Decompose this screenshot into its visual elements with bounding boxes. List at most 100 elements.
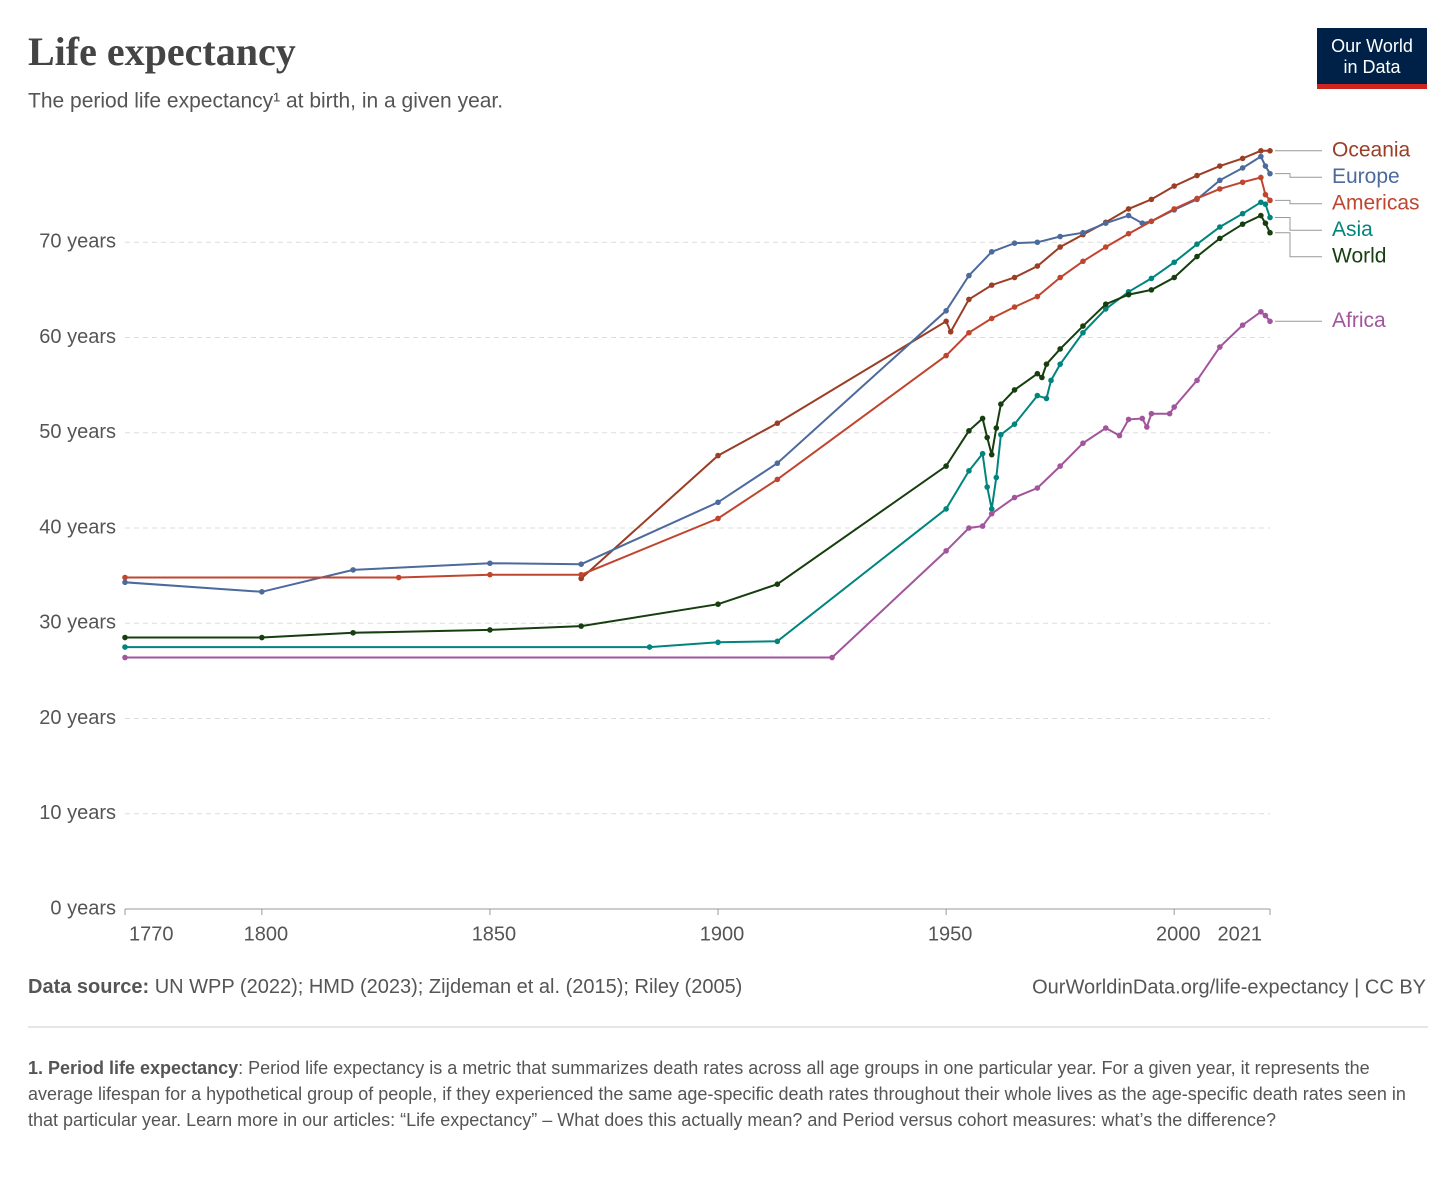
- data-point: [979, 450, 986, 457]
- data-point: [1217, 235, 1223, 242]
- data-point: [1102, 244, 1109, 250]
- data-point: [646, 644, 653, 650]
- data-point: [1048, 377, 1054, 384]
- data-point: [988, 282, 995, 288]
- legend-connector: [1275, 232, 1322, 258]
- source: Data source: UN WPP (2022); HMD (2023); …: [28, 976, 742, 998]
- data-point: [122, 654, 128, 661]
- data-point: [1034, 370, 1041, 377]
- data-point: [1034, 485, 1041, 491]
- data-point: [943, 463, 949, 469]
- data-point: [1057, 346, 1063, 352]
- legend-connector: [1275, 199, 1322, 205]
- data-point: [715, 639, 721, 646]
- data-point: [1148, 218, 1155, 225]
- data-point: [1171, 404, 1178, 410]
- series-line: [125, 201, 1271, 649]
- data-point: [1034, 293, 1041, 300]
- data-point: [1102, 301, 1109, 307]
- data-point: [1239, 155, 1246, 162]
- chart-subtitle: The period life expectancy¹ at birth, in…: [28, 90, 503, 113]
- data-point: [943, 548, 949, 554]
- data-point: [1139, 415, 1146, 422]
- legend-label: Africa: [1332, 309, 1386, 332]
- data-point: [487, 627, 493, 633]
- data-point: [1239, 322, 1246, 328]
- data-point: [1057, 233, 1063, 240]
- data-point: [715, 515, 721, 522]
- series-line: [580, 149, 1270, 580]
- data-point: [1262, 201, 1269, 207]
- data-point: [979, 415, 986, 422]
- x-tick-label: 2021: [1218, 923, 1263, 945]
- data-point: [1262, 191, 1269, 198]
- data-point: [1258, 174, 1264, 181]
- x-tick-label: 1950: [928, 923, 973, 945]
- data-point: [1258, 199, 1264, 206]
- data-point: [1125, 291, 1132, 298]
- data-point: [1194, 253, 1200, 260]
- data-point: [774, 420, 781, 427]
- data-point: [1102, 306, 1109, 312]
- source-label: Data source:: [28, 976, 149, 998]
- data-point: [350, 629, 356, 636]
- legend-label: World: [1332, 244, 1386, 267]
- data-point: [774, 460, 781, 467]
- data-point: [998, 401, 1004, 407]
- data-point: [1267, 170, 1273, 177]
- data-point: [988, 506, 995, 512]
- chart: Life expectancy The period life expectan…: [28, 28, 1428, 1028]
- data-point: [1057, 274, 1063, 281]
- legend-connector: [1275, 173, 1322, 178]
- logo-text: in Data: [1343, 57, 1401, 77]
- data-point: [1148, 196, 1155, 203]
- data-point: [774, 476, 781, 483]
- data-point: [1080, 329, 1086, 336]
- data-point: [1011, 421, 1018, 427]
- data-point: [1057, 463, 1063, 469]
- data-point: [979, 523, 986, 529]
- data-point: [947, 328, 954, 335]
- data-point: [1125, 206, 1132, 212]
- data-point: [966, 468, 972, 474]
- data-point: [487, 560, 493, 567]
- data-point: [1217, 177, 1223, 184]
- legend-connector: [1275, 216, 1322, 231]
- data-point: [1080, 229, 1086, 236]
- y-tick-label: 40 years: [39, 516, 116, 538]
- x-tick-label: 1770: [129, 923, 174, 945]
- data-point: [984, 484, 990, 490]
- data-point: [943, 308, 949, 314]
- legend-label: Oceania: [1332, 138, 1411, 161]
- x-tick-label: 2000: [1156, 923, 1201, 945]
- data-point: [1267, 214, 1273, 221]
- data-point: [1217, 163, 1223, 169]
- data-point: [1194, 241, 1200, 247]
- data-point: [1034, 263, 1041, 269]
- data-point: [578, 571, 584, 578]
- data-point: [1057, 244, 1063, 250]
- data-point: [1148, 410, 1155, 417]
- data-point: [1171, 206, 1178, 212]
- data-point: [1194, 172, 1200, 179]
- legend-label: Asia: [1332, 218, 1373, 241]
- data-point: [122, 574, 128, 581]
- data-point: [1148, 287, 1155, 293]
- legend-label: Europe: [1332, 165, 1400, 188]
- series-line: [125, 214, 1271, 639]
- data-point: [998, 431, 1004, 438]
- data-point: [1262, 220, 1269, 226]
- data-point: [1171, 259, 1178, 266]
- data-point: [1125, 212, 1132, 219]
- data-point: [1011, 240, 1018, 247]
- data-point: [966, 525, 972, 531]
- data-point: [1258, 153, 1264, 160]
- data-point: [1217, 224, 1223, 230]
- data-point: [774, 581, 781, 587]
- data-point: [988, 510, 995, 517]
- data-point: [993, 474, 1000, 481]
- data-point: [1258, 148, 1264, 154]
- data-point: [1166, 410, 1173, 417]
- data-point: [943, 506, 949, 512]
